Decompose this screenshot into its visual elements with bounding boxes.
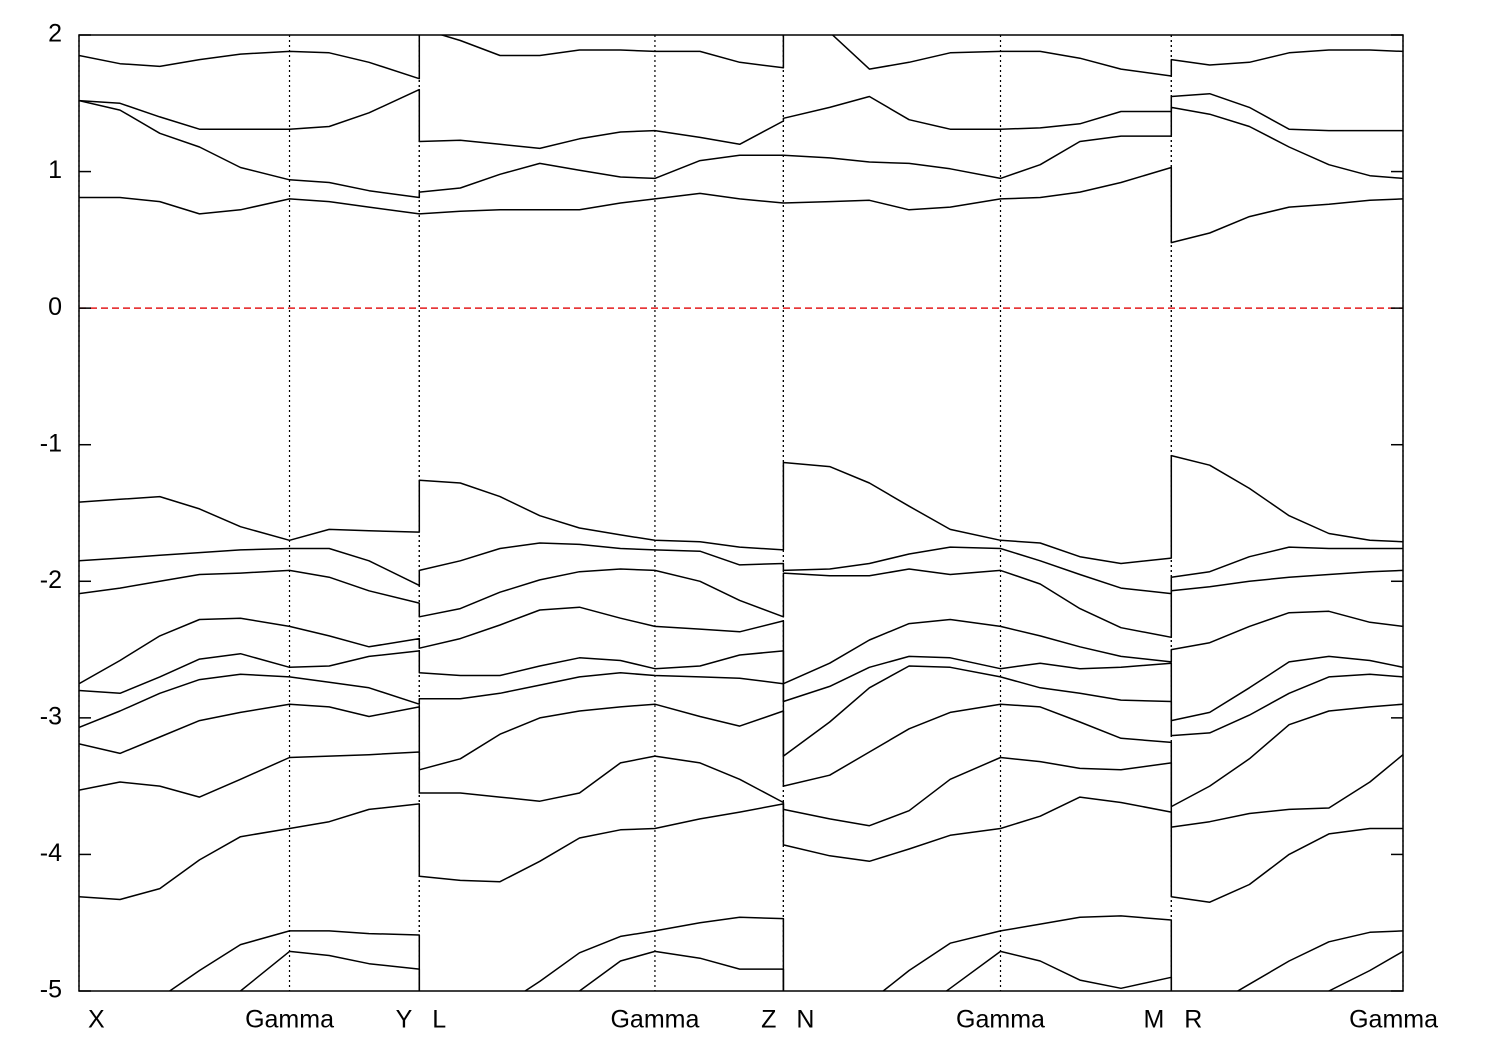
band-line [239,950,1403,991]
y-tick-label: -1 [40,429,62,457]
axes-layer: -5 -4 -3 -2 -1 0 1 2 X Gamma Y L Gamma Z N Gamma M R Gamma [40,20,1438,1034]
y-tick-label: 0 [48,293,62,321]
band-line [79,796,1403,903]
y-tick-label: -3 [40,702,62,730]
band-line [79,751,1403,828]
band-line [79,88,1403,150]
plot-area [79,35,1403,991]
band-line [168,915,1403,991]
band-line [79,568,1403,639]
plot-frame [78,34,1404,992]
y-tick-label: 2 [48,20,62,48]
x-tick-label: Gamma [610,1006,699,1034]
x-tick-label: Z [761,1006,776,1034]
x-tick-label: X [88,1006,105,1034]
x-tick-label: Gamma [956,1006,1045,1034]
x-tick-label: R [1184,1006,1202,1034]
x-tick-label: N [796,1006,814,1034]
band-line [79,166,1403,244]
x-tick-label: Gamma [245,1006,334,1034]
y-tick-label: -4 [40,839,62,867]
y-tick-label: -5 [40,976,62,1004]
x-tick-label: L [432,1006,446,1034]
band-line [79,99,1403,199]
x-tick-label: M [1143,1006,1164,1034]
band-line [79,606,1403,685]
band-line [79,542,1403,595]
band-line [79,703,1403,808]
x-tick-label: Gamma [1349,1006,1438,1034]
x-tick-label: Y [396,1006,413,1034]
band-line [79,650,1403,722]
y-tick-label: -2 [40,566,62,594]
band-line [79,35,1403,80]
y-tick-label: 1 [48,156,62,184]
band-line [79,665,1403,757]
band-line [79,454,1403,565]
